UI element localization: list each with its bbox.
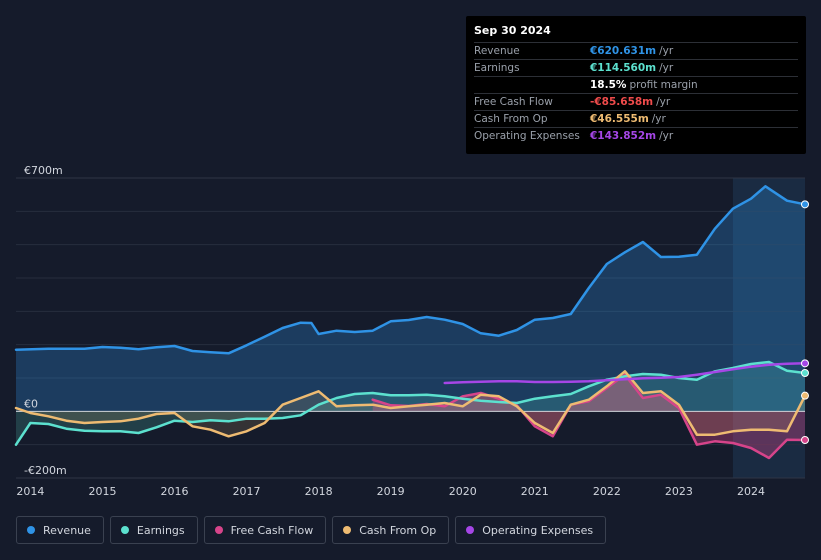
line-free-cash-flow[interactable] xyxy=(371,373,807,460)
tooltip-value: 18.5% xyxy=(590,79,627,91)
legend-label: Revenue xyxy=(43,523,91,537)
tooltip-value: €114.560m xyxy=(590,62,657,74)
tooltip-panel: Sep 30 2024 Revenue €620.631m /yr Earnin… xyxy=(466,16,806,154)
tooltip-label: Revenue xyxy=(474,45,520,57)
tooltip-row-earnings: Earnings €114.560m /yr xyxy=(474,59,798,76)
tooltip-value: €46.555m xyxy=(590,113,649,125)
legend-item-free-cash-flow[interactable]: Free Cash Flow xyxy=(203,516,327,544)
legend-dot-icon xyxy=(466,526,475,534)
tooltip-label: Earnings xyxy=(474,62,520,74)
tooltip-unit: /yr xyxy=(659,62,674,74)
y-tick-label: -€200m xyxy=(24,464,67,477)
tooltip-row-free-cash-flow: Free Cash Flow -€85.658m /yr xyxy=(474,93,798,110)
legend-label: Free Cash Flow xyxy=(230,523,314,537)
tooltip-value: €143.852m xyxy=(590,130,657,142)
tooltip-row-revenue: Revenue €620.631m /yr xyxy=(474,42,798,59)
area-earnings xyxy=(16,362,805,445)
legend-dot-icon xyxy=(27,526,35,534)
tooltip-date: Sep 30 2024 xyxy=(474,24,551,37)
tooltip-value: -€85.658m xyxy=(590,96,654,108)
y-tick-label: €700m xyxy=(24,164,63,177)
tooltip-unit: profit margin xyxy=(629,79,698,91)
tooltip-unit: /yr xyxy=(659,45,674,57)
x-tick-label: 2021 xyxy=(521,485,549,498)
legend-label: Cash From Op xyxy=(359,523,437,537)
legend-item-revenue[interactable]: Revenue xyxy=(16,516,104,544)
tooltip-row-profit-margin: 18.5% profit margin xyxy=(474,76,798,93)
endpoint-marker-operating-expenses xyxy=(801,359,809,368)
x-tick-label: 2019 xyxy=(377,485,405,498)
line-revenue[interactable] xyxy=(14,185,807,355)
legend-label: Earnings xyxy=(136,523,185,537)
line-operating-expenses[interactable] xyxy=(443,362,807,385)
legend-dot-icon xyxy=(214,526,223,534)
endpoint-marker-cash-from-op xyxy=(801,391,809,400)
x-tick-label: 2020 xyxy=(449,485,477,498)
tooltip-unit: /yr xyxy=(651,113,666,125)
x-tick-label: 2016 xyxy=(161,485,189,498)
endpoint-marker-free-cash-flow xyxy=(801,436,809,444)
x-tick-label: 2018 xyxy=(305,485,333,498)
endpoint-marker-revenue xyxy=(801,200,809,209)
x-tick-label: 2024 xyxy=(737,485,765,498)
tooltip-row-operating-expenses: Operating Expenses €143.852m /yr xyxy=(474,127,798,144)
tooltip-value: €620.631m xyxy=(590,45,657,57)
tooltip-unit: /yr xyxy=(656,96,671,108)
tooltip-row-cash-from-op: Cash From Op €46.555m /yr xyxy=(474,110,798,127)
x-tick-label: 2022 xyxy=(593,485,621,498)
highlight-region xyxy=(732,178,805,478)
x-tick-label: 2023 xyxy=(665,485,693,498)
legend-item-earnings[interactable]: Earnings xyxy=(109,516,198,544)
line-cash-from-op[interactable] xyxy=(14,370,807,438)
legend-item-cash-from-op[interactable]: Cash From Op xyxy=(332,516,450,544)
y-tick-label: €0 xyxy=(24,397,38,410)
x-tick-label: 2017 xyxy=(233,485,261,498)
chart-legend: Revenue Earnings Free Cash Flow Cash Fro… xyxy=(16,516,607,544)
x-tick-label: 2015 xyxy=(88,485,116,498)
legend-item-operating-expenses[interactable]: Operating Expenses xyxy=(455,516,607,544)
endpoint-marker-earnings xyxy=(801,369,809,377)
legend-dot-icon xyxy=(120,526,129,534)
legend-dot-icon xyxy=(343,526,352,534)
area-revenue xyxy=(16,186,805,412)
financial-history-chart[interactable]: €700m €0 -€200m 2014 2015 2016 2017 2018 2019 202… xyxy=(0,0,821,510)
legend-label: Operating Expenses xyxy=(482,523,594,537)
tooltip-unit: /yr xyxy=(659,130,674,142)
x-tick-label: 2014 xyxy=(16,485,44,498)
tooltip-label: Free Cash Flow xyxy=(474,96,553,108)
tooltip-label: Operating Expenses xyxy=(474,130,580,142)
tooltip-label: Cash From Op xyxy=(474,113,548,125)
